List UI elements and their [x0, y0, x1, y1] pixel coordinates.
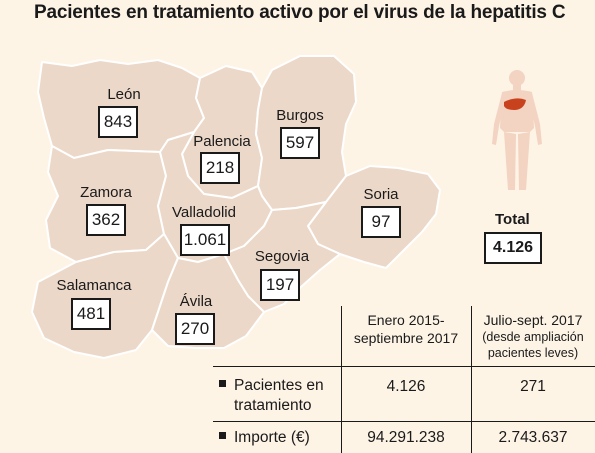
province-value: 218	[200, 152, 240, 184]
cell-patients-period-2: 271	[520, 378, 546, 395]
chart-title: Pacientes en tratamiento activo por el v…	[34, 2, 566, 23]
province-name: Valladolid	[172, 204, 236, 221]
province-value: 597	[280, 127, 320, 159]
column-header-line: Enero 2015-	[367, 312, 445, 328]
column-header-line: septiembre 2017	[353, 330, 459, 346]
province-value: 362	[86, 204, 126, 236]
cell-amount-period-1: 94.291.238	[367, 429, 445, 446]
column-header-line: Julio-sept. 2017	[483, 312, 583, 328]
province-name: Palencia	[193, 133, 251, 150]
cell-patients-period-1: 4.126	[386, 378, 426, 395]
province-value: 1.061	[180, 224, 230, 256]
province-value: 481	[71, 298, 111, 330]
province-name: Ávila	[179, 293, 213, 310]
total-value: 4.126	[484, 232, 542, 264]
column-header-line: (desde ampliación	[482, 330, 584, 344]
province-name: Segovia	[254, 248, 310, 265]
province-value: 843	[98, 106, 138, 138]
province-name: Zamora	[80, 184, 132, 201]
total-label: Total	[495, 211, 530, 228]
column-header-period-1: Enero 2015- septiembre 2017	[341, 311, 471, 347]
column-header-period-2: Julio-sept. 2017 (desde ampliación pacie…	[471, 311, 595, 361]
bullet-icon	[219, 380, 226, 388]
province-name: Burgos	[276, 107, 324, 124]
province-value: 197	[260, 269, 300, 301]
province-name: Soria	[363, 186, 399, 203]
bullet-icon	[219, 432, 226, 440]
cell-amount-period-2: 2.743.637	[498, 429, 568, 446]
province-value: 97	[361, 206, 401, 238]
row-label-patients: Pacientes en tratamiento	[219, 376, 324, 416]
column-header-line: pacientes leves)	[487, 346, 579, 360]
human-liver-icon	[492, 70, 542, 190]
province-name: León	[107, 86, 141, 103]
province-value: 270	[175, 313, 215, 345]
liver-icon	[504, 98, 526, 110]
province-name: Salamanca	[56, 277, 132, 294]
summary-table: Enero 2015- septiembre 2017 Julio-sept. …	[213, 306, 595, 453]
row-label-amount: Importe (€)	[219, 428, 310, 448]
